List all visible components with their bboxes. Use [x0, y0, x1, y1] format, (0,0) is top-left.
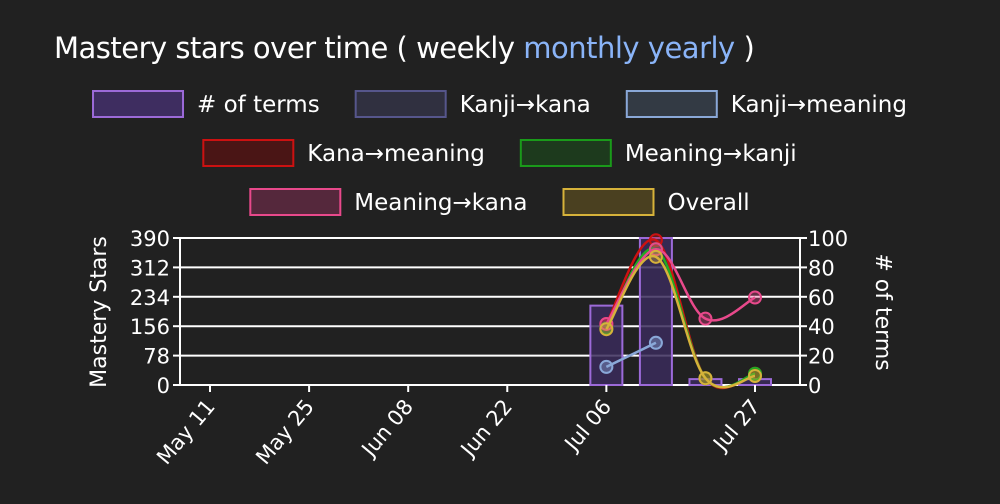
y-left-tick-label: 234	[130, 286, 170, 310]
legend-swatch-overall	[562, 188, 655, 216]
y-left-tick-label: 156	[130, 315, 170, 339]
y-right-tick-label: 80	[808, 256, 835, 280]
y-right-tick-label: 40	[808, 315, 835, 339]
y-left-axis-title: Mastery Stars	[87, 236, 112, 388]
chart-title: Mastery stars over time ( weekly monthly…	[54, 26, 755, 70]
legend-label-kanji-to-meaning: Kanji→meaning	[731, 92, 907, 118]
line-meaning-to-kana	[605, 248, 756, 325]
title-open-paren: (	[396, 31, 408, 65]
y-left-tick-label: 390	[130, 227, 170, 251]
chart-axes: 0 78 156 234 312 390 0 20 40 60 80 100 Mastery Stars…	[87, 227, 895, 469]
legend-swatch-kanji-to-kana	[354, 90, 447, 118]
x-tick-label: Jun 08	[356, 395, 418, 463]
legend-swatch-kanji-to-meaning	[625, 90, 718, 118]
line-kanji-to-meaning	[605, 341, 657, 369]
line-overall	[605, 255, 756, 389]
chart-title-text: Mastery stars over time	[54, 31, 388, 65]
legend-swatch-meaning-to-kanji	[519, 139, 612, 167]
chart-grid	[180, 237, 800, 386]
y-right-tick-label: 0	[808, 374, 821, 398]
y-right-tick-label: 60	[808, 286, 835, 310]
period-monthly[interactable]: monthly	[523, 31, 640, 65]
legend-label-num-of-terms: # of terms	[197, 92, 320, 118]
line-series-group	[599, 233, 762, 390]
legend-label-overall: Overall	[667, 190, 749, 216]
period-yearly[interactable]: yearly	[647, 31, 735, 65]
title-close-paren: )	[743, 31, 755, 65]
period-weekly[interactable]: weekly	[416, 31, 515, 65]
legend-swatch-kana-to-meaning	[202, 139, 295, 167]
point-kanji-to-meaning	[648, 335, 663, 350]
x-tick-label: Jul 27	[707, 395, 764, 457]
x-tick-label: May 25	[251, 395, 319, 469]
point-overall	[698, 371, 713, 386]
line-series-meaning-to-kana	[599, 242, 762, 331]
y-right-tick-label: 100	[808, 227, 848, 251]
y-left-tick-label: 312	[130, 256, 170, 280]
legend-label-meaning-to-kana: Meaning→kana	[354, 190, 527, 216]
point-meaning-to-kana	[698, 311, 713, 326]
y-right-tick-label: 20	[808, 345, 835, 369]
legend-swatch-meaning-to-kana	[249, 188, 342, 216]
legend-label-kana-to-meaning: Kana→meaning	[307, 141, 485, 167]
y-left-tick-label: 78	[143, 345, 170, 369]
chart-legend: # of terms Kanji→kana Kanji→meaning Kana→me…	[92, 90, 907, 216]
y-left-tick-label: 0	[157, 374, 170, 398]
point-meaning-to-kana	[748, 290, 762, 305]
legend-label-meaning-to-kanji: Meaning→kanji	[625, 141, 797, 167]
point-overall	[599, 322, 614, 337]
legend-label-kanji-to-kana: Kanji→kana	[460, 92, 591, 118]
point-kanji-to-meaning	[599, 359, 614, 374]
point-overall	[648, 249, 663, 264]
x-tick-label: Jun 22	[455, 395, 517, 463]
line-series-kanji-to-meaning	[599, 335, 663, 374]
line-series-overall	[599, 249, 762, 389]
point-overall	[748, 368, 762, 383]
y-right-axis-title: # of terms	[870, 253, 895, 370]
x-tick-label: May 11	[152, 395, 220, 469]
legend-swatch-num-of-terms	[92, 90, 185, 118]
x-tick-label: Jul 06	[559, 395, 616, 457]
